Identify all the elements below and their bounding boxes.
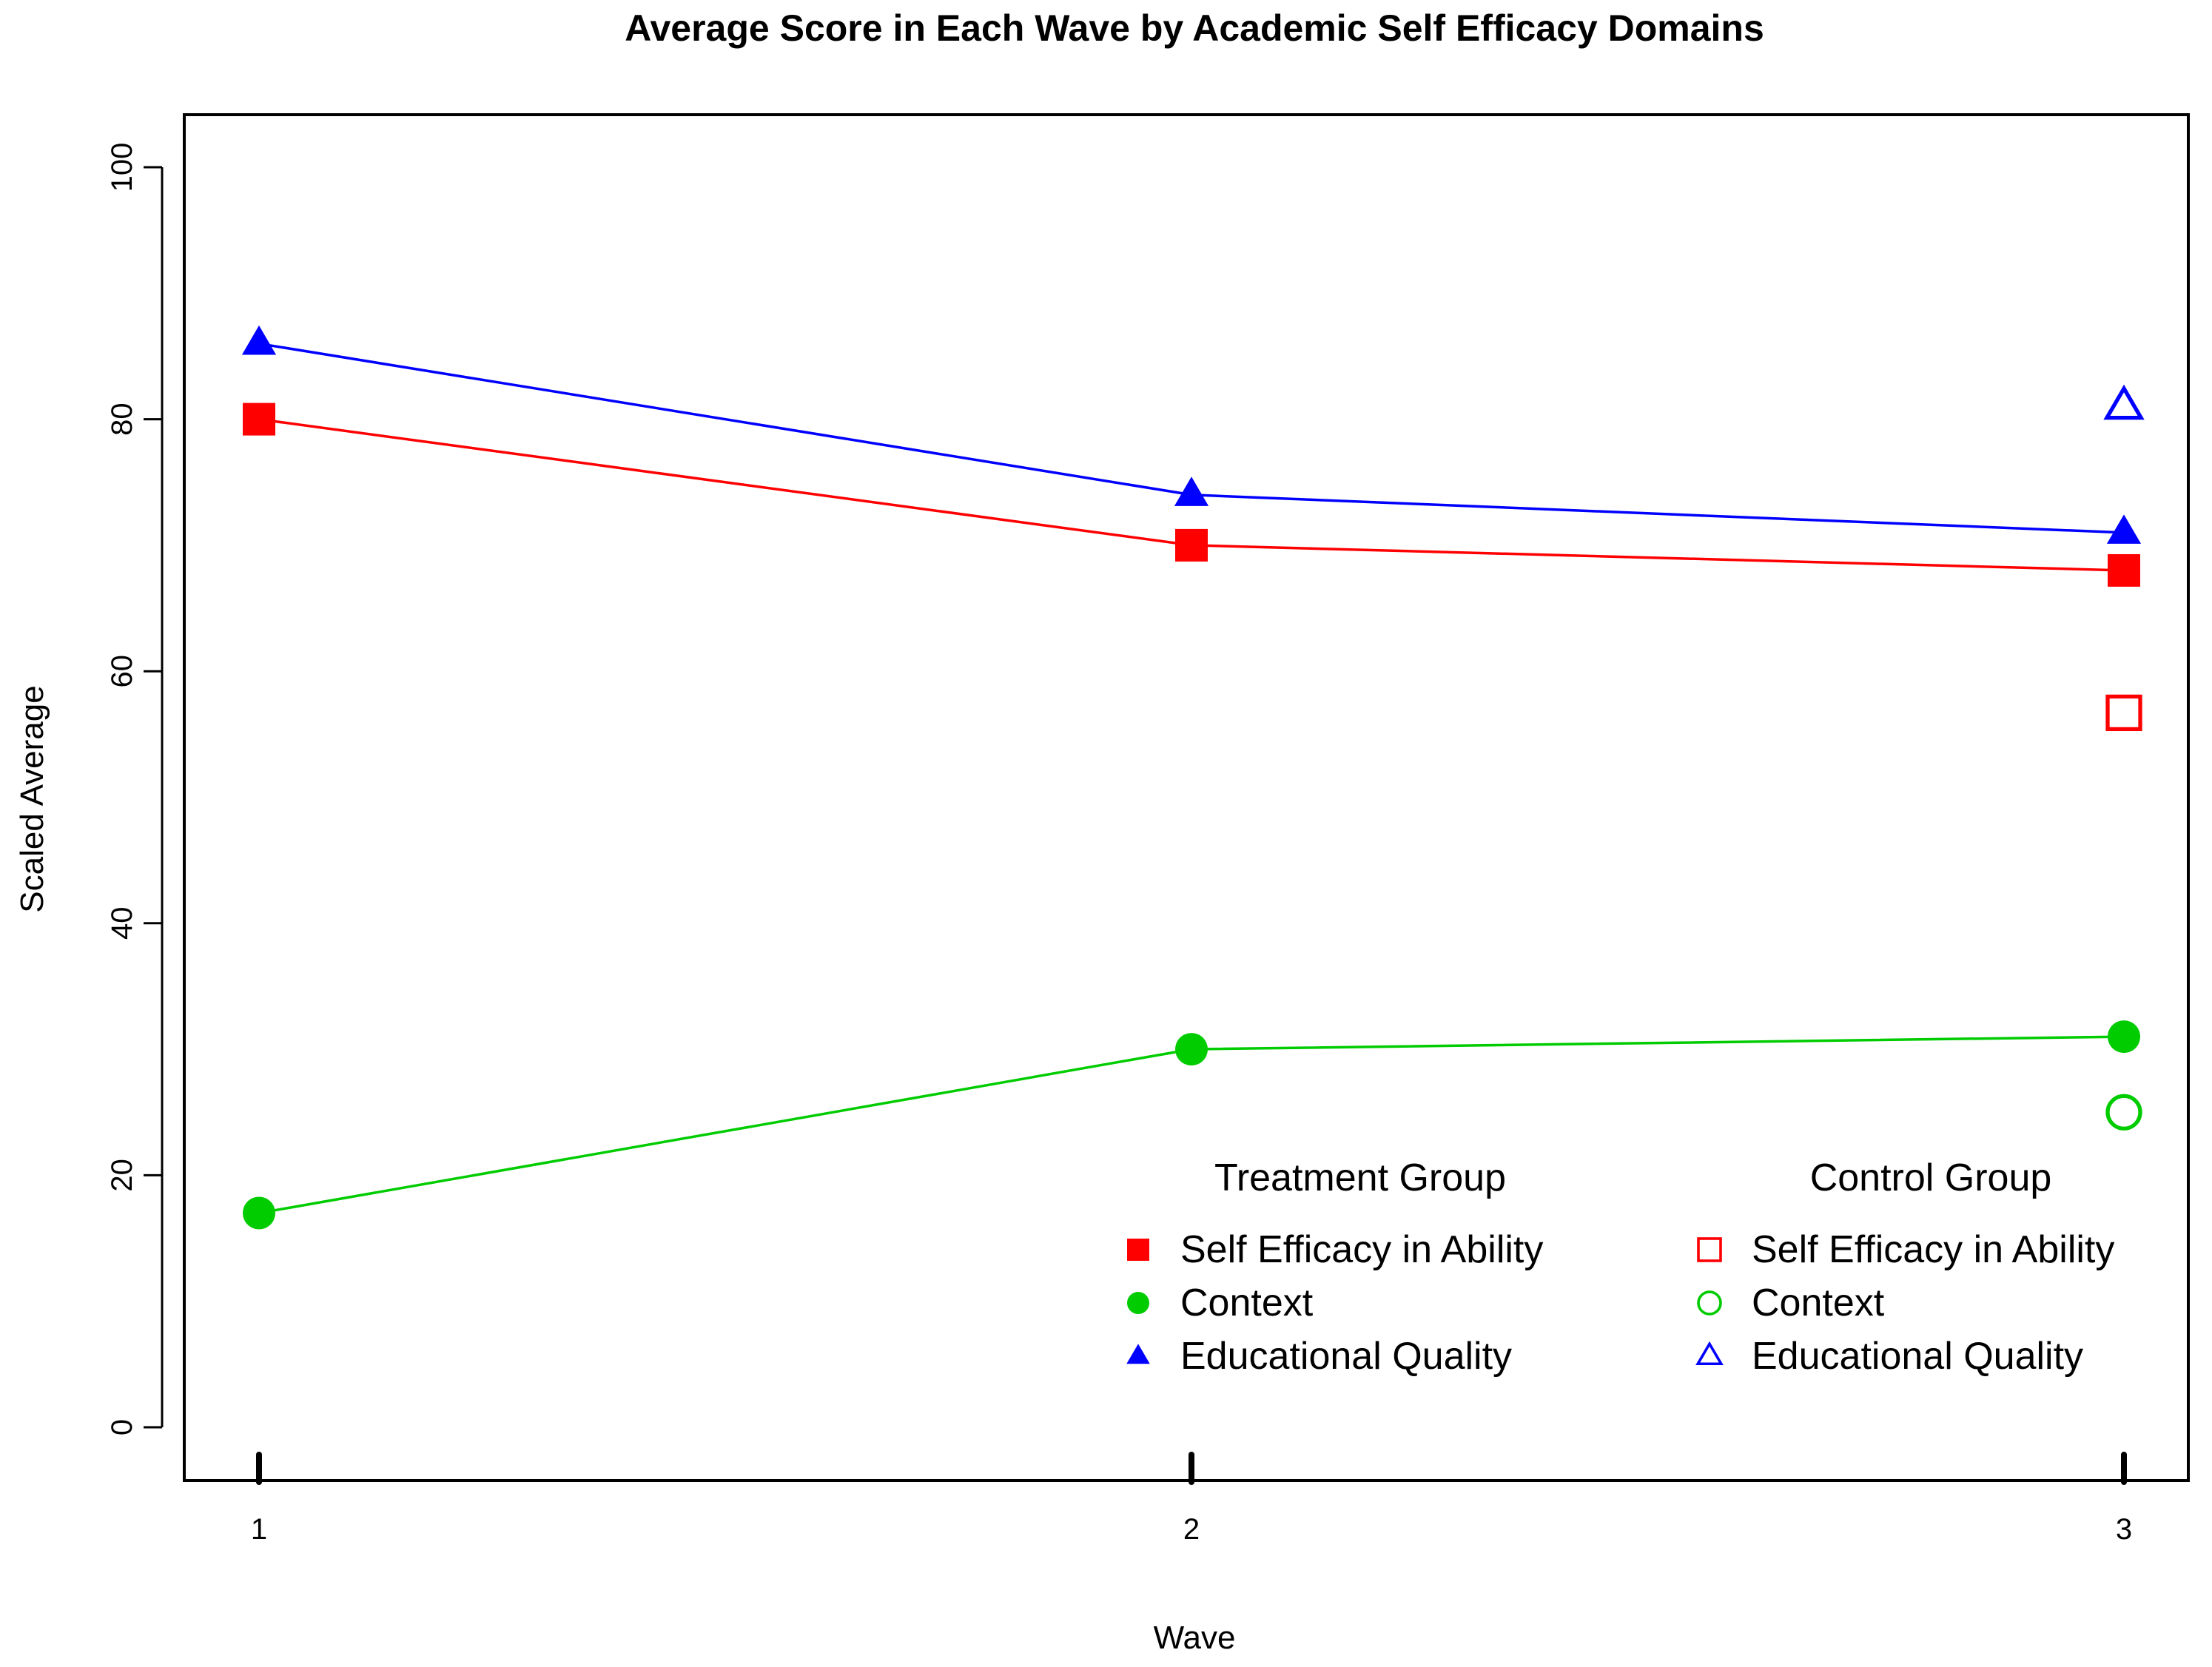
x-tick-label: 2 bbox=[1183, 1513, 1200, 1546]
x-tick-label: 3 bbox=[2116, 1513, 2132, 1546]
legend: Treatment Group Self Efficacy in Ability C… bbox=[1126, 1156, 2114, 1378]
data-point-context-treatment bbox=[2108, 1020, 2140, 1054]
x-axis-label: Wave bbox=[1154, 1620, 1236, 1656]
legend-group-title: Treatment Group bbox=[1214, 1156, 1506, 1199]
chart-title: Average Score in Each Wave by Academic S… bbox=[625, 7, 1764, 49]
series-points bbox=[241, 325, 2145, 1230]
y-tick-label: 0 bbox=[106, 1419, 138, 1435]
y-tick-label: 40 bbox=[106, 907, 138, 940]
legend-label: Educational Quality bbox=[1752, 1335, 2083, 1378]
legend-marker bbox=[1127, 1239, 1149, 1261]
legend-group-title: Control Group bbox=[1810, 1156, 2052, 1199]
y-axis: 0 20 40 60 80 100 bbox=[106, 143, 164, 1435]
data-point-context-control bbox=[2105, 1094, 2142, 1131]
data-point-self-efficacy-in-ability-treatment bbox=[2108, 553, 2140, 587]
plot-frame bbox=[183, 113, 2190, 1482]
data-point-educational-quality-treatment bbox=[2106, 514, 2142, 544]
legend-label: Self Efficacy in Ability bbox=[1180, 1228, 1543, 1271]
x-axis: 1 2 3 bbox=[251, 1452, 2132, 1546]
legend-marker bbox=[1697, 1237, 1722, 1262]
data-point-self-efficacy-in-ability-control bbox=[2105, 694, 2142, 732]
y-axis-label: Scaled Average bbox=[14, 685, 50, 912]
legend-label: Context bbox=[1752, 1282, 1885, 1324]
y-tick-label: 100 bbox=[106, 143, 138, 192]
legend-label: Educational Quality bbox=[1180, 1335, 1512, 1378]
data-point-context-treatment bbox=[1175, 1033, 1208, 1066]
legend-label: Self Efficacy in Ability bbox=[1752, 1228, 2114, 1271]
data-point-self-efficacy-in-ability-treatment bbox=[1175, 528, 1208, 562]
legend-marker bbox=[1697, 1290, 1722, 1316]
y-tick-label: 60 bbox=[106, 655, 138, 688]
data-point-educational-quality-control bbox=[2103, 384, 2145, 420]
data-point-context-treatment bbox=[243, 1196, 275, 1230]
legend-marker bbox=[1127, 1292, 1149, 1314]
data-point-educational-quality-treatment bbox=[1174, 476, 1209, 506]
data-point-self-efficacy-in-ability-treatment bbox=[243, 403, 275, 436]
series-lines bbox=[258, 342, 2125, 1215]
x-tick-label: 1 bbox=[251, 1513, 267, 1546]
legend-label: Context bbox=[1180, 1282, 1314, 1324]
y-tick-label: 20 bbox=[106, 1159, 138, 1192]
legend-marker bbox=[1126, 1344, 1150, 1364]
data-point-educational-quality-treatment bbox=[241, 325, 277, 355]
y-tick-label: 80 bbox=[106, 403, 138, 436]
legend-marker bbox=[1695, 1341, 1724, 1366]
